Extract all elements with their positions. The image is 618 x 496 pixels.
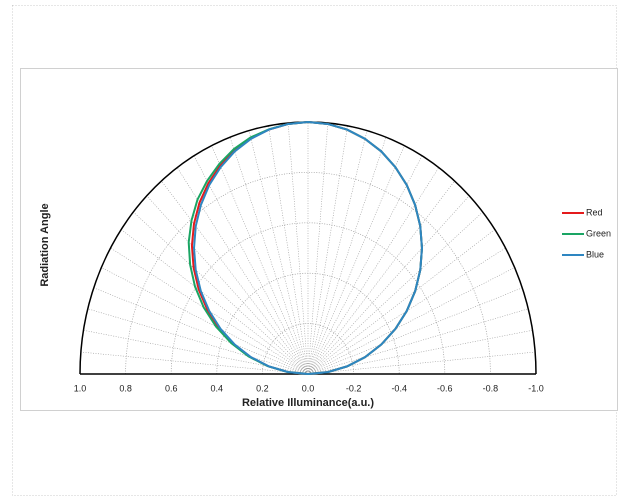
legend-label: Green — [586, 228, 611, 238]
radial-grid-line — [80, 351, 309, 375]
radial-grid-line — [307, 137, 387, 375]
x-tick-label: 0.6 — [165, 383, 178, 393]
x-tick-label: -0.8 — [483, 383, 499, 393]
radial-grid-line — [248, 130, 309, 375]
radial-grid-line — [307, 351, 536, 375]
radial-grid-line — [268, 125, 309, 375]
radial-grid-line — [146, 195, 309, 375]
x-tick-label: -0.2 — [346, 383, 362, 393]
x-tick-label: 0.4 — [211, 383, 224, 393]
x-tick-label: 0.0 — [302, 383, 315, 393]
radial-grid-line — [307, 308, 529, 375]
x-tick-label: -0.6 — [437, 383, 453, 393]
y-axis-title: Radiation Angle — [39, 203, 51, 286]
radial-grid-line — [93, 287, 309, 375]
x-tick-label: 0.8 — [119, 383, 132, 393]
radial-grid-line — [110, 247, 309, 375]
radial-grid-line — [287, 122, 309, 375]
radial-grid-line — [176, 167, 309, 375]
radial-grid-line — [307, 287, 523, 375]
x-tick-label: -1.0 — [528, 383, 544, 393]
grid-arc — [170, 222, 446, 375]
legend-label: Blue — [586, 249, 604, 259]
x-axis-title: Relative Illuminance(a.u.) — [242, 397, 374, 409]
x-tick-label: 0.2 — [256, 383, 269, 393]
radial-grid-line — [307, 195, 470, 375]
radial-grid-line — [307, 122, 329, 375]
radial-grid-line — [307, 130, 368, 375]
radial-grid-line — [307, 155, 423, 375]
radial-grid-line — [87, 308, 309, 375]
radial-grid-line — [121, 229, 309, 375]
grid-arc — [216, 272, 400, 375]
series-line — [193, 120, 423, 375]
grid-arc — [262, 323, 354, 375]
x-tick-label: -0.4 — [391, 383, 407, 393]
x-tick-label: 1.0 — [74, 383, 87, 393]
radial-grid-line — [307, 125, 348, 375]
radial-grid-line — [229, 137, 309, 375]
radial-grid-line — [161, 180, 309, 375]
radial-grid-line — [307, 247, 506, 375]
radial-grid-line — [193, 155, 309, 375]
radial-grid-line — [307, 167, 440, 375]
radial-grid-line — [307, 180, 455, 375]
legend-label: Red — [586, 207, 603, 217]
radial-grid-line — [307, 229, 495, 375]
